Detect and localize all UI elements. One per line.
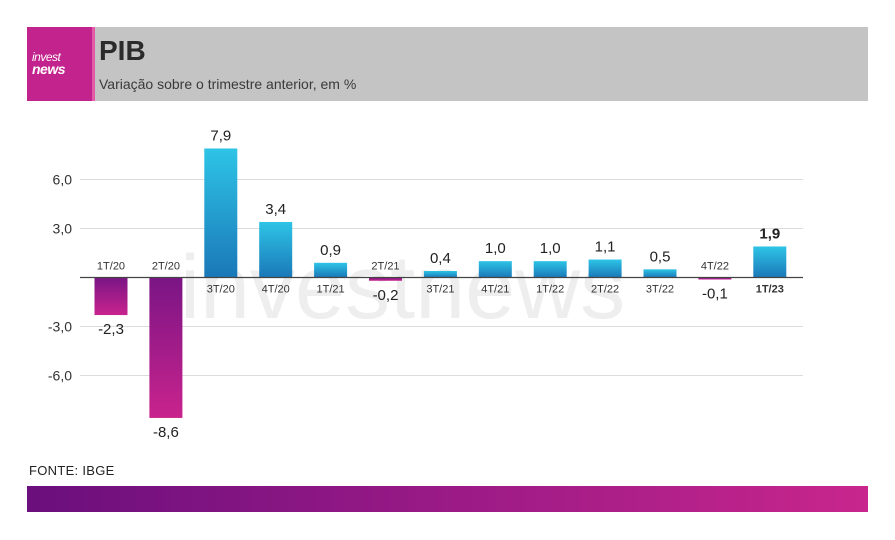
bar-1t-22 <box>533 261 567 278</box>
category-label: 2T/20 <box>152 261 180 273</box>
bar-4t-21 <box>478 261 512 278</box>
category-label: 1T/22 <box>536 284 564 296</box>
source-note: FONTE: IBGE <box>29 463 115 478</box>
category-label: 1T/21 <box>317 284 345 296</box>
chart-title: PIB <box>99 35 146 66</box>
category-label: 4T/21 <box>481 284 509 296</box>
value-label: 3,4 <box>265 201 286 218</box>
category-label: 3T/22 <box>646 284 674 296</box>
y-tick-label: -3,0 <box>48 318 72 334</box>
category-label: 2T/21 <box>371 261 399 273</box>
y-tick-label: 6,0 <box>53 172 73 188</box>
value-label: 1,0 <box>485 240 506 257</box>
category-label: 2T/22 <box>591 284 619 296</box>
bar-1t-21 <box>314 262 348 278</box>
bar-2t-21 <box>369 277 402 281</box>
value-label: 7,9 <box>210 127 231 144</box>
footer-gradient-bar <box>27 486 868 512</box>
value-label: 1,9 <box>759 225 780 242</box>
value-label: -0,2 <box>373 287 399 304</box>
category-label: 1T/23 <box>756 284 784 296</box>
bar-3t-20 <box>204 148 238 278</box>
investnews-logo: invest news <box>27 27 92 101</box>
category-label: 3T/20 <box>207 284 235 296</box>
chart-header: invest news PIB Variação sobre o trimest… <box>27 27 868 101</box>
value-label: 0,9 <box>320 242 341 259</box>
chart-subtitle: Variação sobre o trimestre anterior, em … <box>99 76 357 92</box>
value-label: 1,1 <box>595 239 616 256</box>
bar-3t-22 <box>643 269 677 278</box>
bar-1t-23 <box>753 246 787 278</box>
value-label: -0,1 <box>702 286 728 303</box>
value-label: -2,3 <box>98 321 124 338</box>
category-label: 3T/21 <box>426 284 454 296</box>
y-tick-label: 3,0 <box>53 221 73 237</box>
category-label: 1T/20 <box>97 261 125 273</box>
category-label: 4T/20 <box>262 284 290 296</box>
category-label: 4T/22 <box>701 261 729 273</box>
bar-4t-22 <box>698 277 732 280</box>
value-label: 0,5 <box>650 248 671 265</box>
bar-1t-20 <box>94 277 128 316</box>
value-label: 0,4 <box>430 250 451 267</box>
bar-2t-22 <box>588 259 622 278</box>
bar-2t-20 <box>149 277 183 418</box>
y-tick-label: -6,0 <box>48 367 72 383</box>
watermark-text: investnews <box>180 238 625 338</box>
value-label: -8,6 <box>153 424 179 441</box>
bar-4t-20 <box>259 221 293 278</box>
value-label: 1,0 <box>540 240 561 257</box>
logo-text-news: news <box>32 61 66 77</box>
header-accent-stripe <box>92 27 95 101</box>
logo-text-invest: invest <box>32 50 61 64</box>
bar-3t-21 <box>423 270 457 278</box>
